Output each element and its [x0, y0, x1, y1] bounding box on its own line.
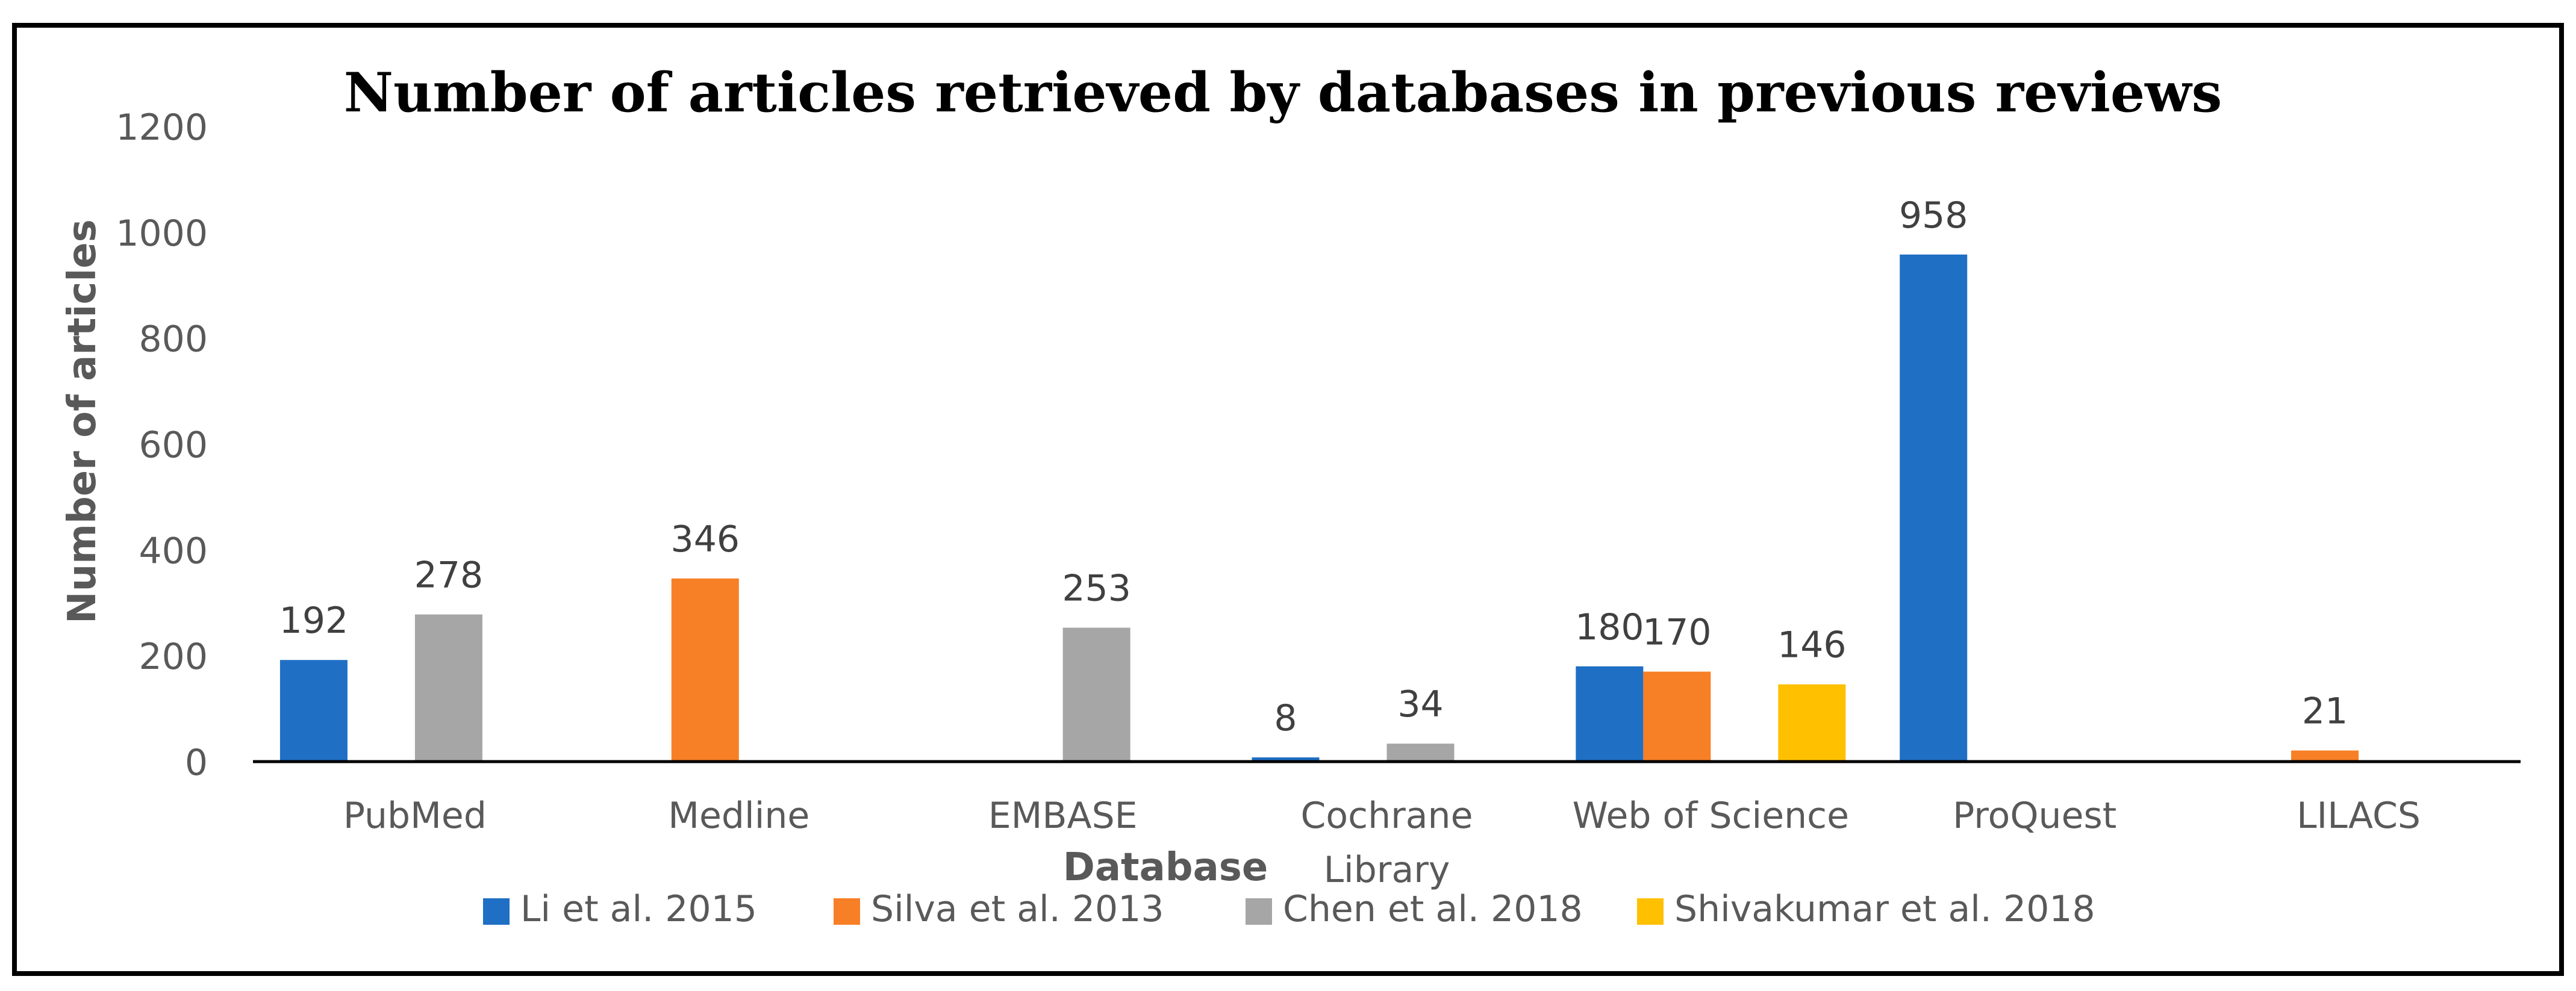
data-label: 253 [1062, 568, 1131, 610]
bar [1062, 627, 1131, 762]
legend-swatch [1637, 898, 1664, 925]
bar [279, 660, 348, 762]
bar [671, 578, 739, 762]
x-axis-label: Database [1063, 845, 1268, 890]
x-tick-label: Cochrane Library [1301, 795, 1473, 891]
x-tick-label: Web of Science [1573, 795, 1849, 837]
y-tick-label: 200 [139, 636, 208, 678]
x-tick-label: Medline [668, 795, 809, 837]
legend-label: Shivakumar et al. 2018 [1674, 888, 2095, 930]
y-tick-label: 0 [185, 742, 208, 784]
data-label: 278 [414, 555, 484, 597]
data-label: 192 [279, 600, 349, 642]
data-label: 8 [1274, 697, 1297, 739]
legend-label: Chen et al. 2018 [1283, 888, 1583, 930]
data-label: 34 [1397, 683, 1443, 725]
bar [1900, 254, 1968, 762]
y-axis-label: Number of articles [60, 219, 105, 624]
bar [2291, 750, 2359, 762]
y-tick-label: 400 [139, 530, 208, 572]
data-label: 958 [1899, 194, 1968, 237]
x-tick-label: LILACS [2297, 795, 2421, 837]
y-tick-label: 800 [139, 318, 208, 361]
y-tick-label: 1200 [116, 107, 208, 149]
chart-title: Number of articles retrieved by database… [344, 61, 2222, 125]
legend-label: Silva et al. 2013 [871, 888, 1164, 930]
x-tick-label: EMBASE [988, 795, 1138, 837]
data-label: 180 [1575, 606, 1644, 648]
bar [1576, 666, 1644, 762]
y-tick-label: 600 [139, 424, 208, 467]
bar [1643, 671, 1711, 762]
x-tick-label: ProQuest [1953, 795, 2116, 837]
data-label: 21 [2302, 691, 2348, 733]
data-label: 146 [1777, 624, 1847, 666]
legend-swatch [1246, 898, 1272, 925]
data-label: 170 [1642, 612, 1712, 654]
x-tick-label: PubMed [343, 795, 487, 837]
legend-swatch [483, 898, 510, 925]
legend-swatch [834, 898, 860, 925]
bar [1778, 684, 1846, 762]
chart-border [12, 23, 2564, 976]
bar [1386, 744, 1455, 762]
legend-label: Li et al. 2015 [520, 888, 757, 930]
data-label: 346 [671, 518, 740, 561]
bar [1252, 757, 1320, 762]
bar [414, 614, 482, 762]
y-tick-label: 1000 [116, 213, 208, 255]
